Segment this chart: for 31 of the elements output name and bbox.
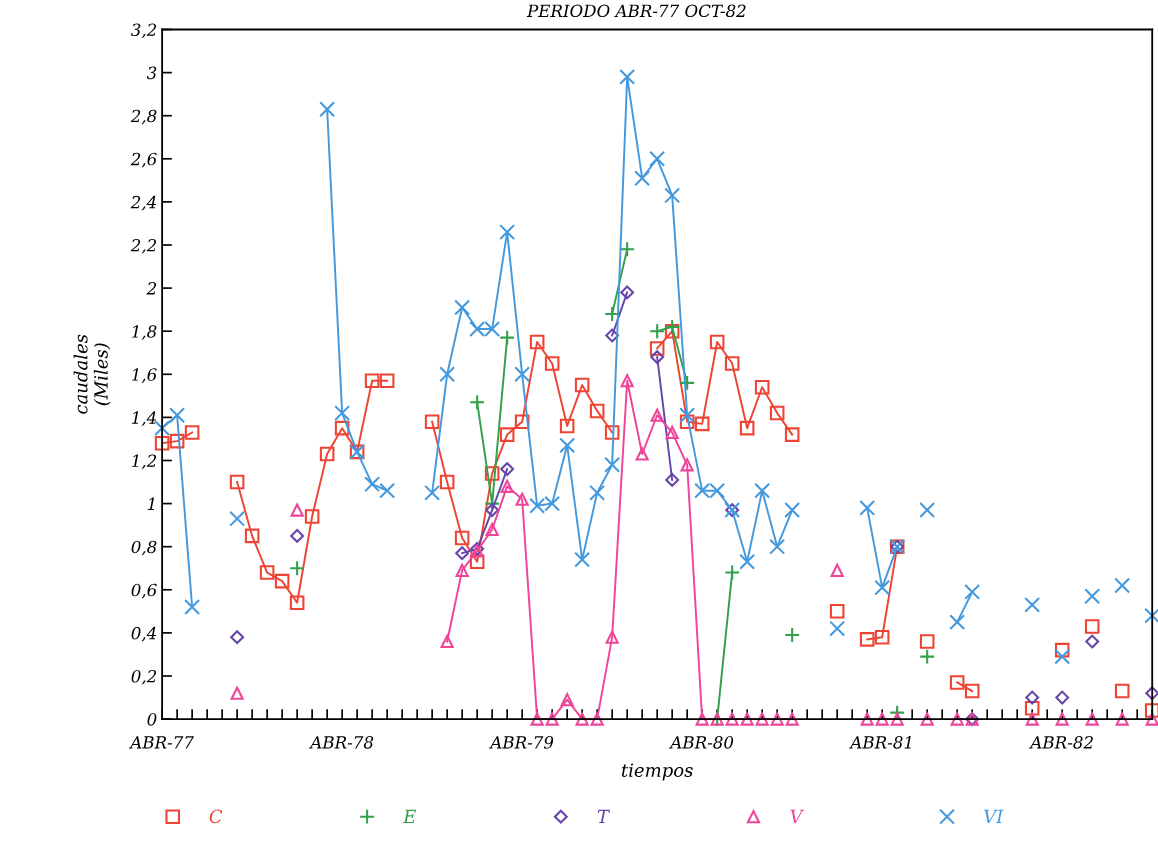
chart-title: PERIODO ABR-77 OCT-82 <box>526 4 746 18</box>
y-tick-label: 2,6 <box>130 152 157 168</box>
x-axis-title: tiempos <box>621 763 693 781</box>
y-tick-label: 1,6 <box>131 368 157 383</box>
y-tick-label: 3,2 <box>130 23 157 39</box>
legend-label: VI <box>984 809 1004 823</box>
x-tick-label: ABR-78 <box>309 736 374 749</box>
y-tick-label: 3 <box>146 66 157 80</box>
y-tick-label: 0,4 <box>131 626 157 642</box>
x-tick-label: ABR-79 <box>489 736 554 749</box>
y-tick-label: 0,2 <box>131 669 157 685</box>
y-tick-label: 0 <box>147 713 157 726</box>
x-tick-label: ABR-80 <box>669 736 734 749</box>
legend-label: T <box>597 809 611 823</box>
y-axis-title: caudales (Miles) <box>73 334 111 414</box>
x-tick-label: ABR-77 <box>129 736 194 749</box>
y-tick-label: 2,4 <box>130 195 157 211</box>
y-tick-label: 2,8 <box>130 109 157 125</box>
y-tick-label: 2 <box>146 282 157 295</box>
y-tick-label: 1,8 <box>131 325 157 340</box>
legend-label: E <box>402 809 417 823</box>
y-tick-label: 1,2 <box>131 454 157 470</box>
y-tick-label: 0,8 <box>131 540 157 556</box>
y-tick-label: 1 <box>147 497 154 510</box>
y-tick-label: 2,2 <box>130 238 157 254</box>
x-tick-label: ABR-82 <box>1029 736 1093 749</box>
legend-label: V <box>790 809 805 823</box>
x-tick-label: ABR-81 <box>849 736 911 749</box>
y-tick-label: 0,6 <box>131 583 157 599</box>
legend-label: C <box>209 809 223 824</box>
y-tick-label: 1,4 <box>131 411 157 426</box>
